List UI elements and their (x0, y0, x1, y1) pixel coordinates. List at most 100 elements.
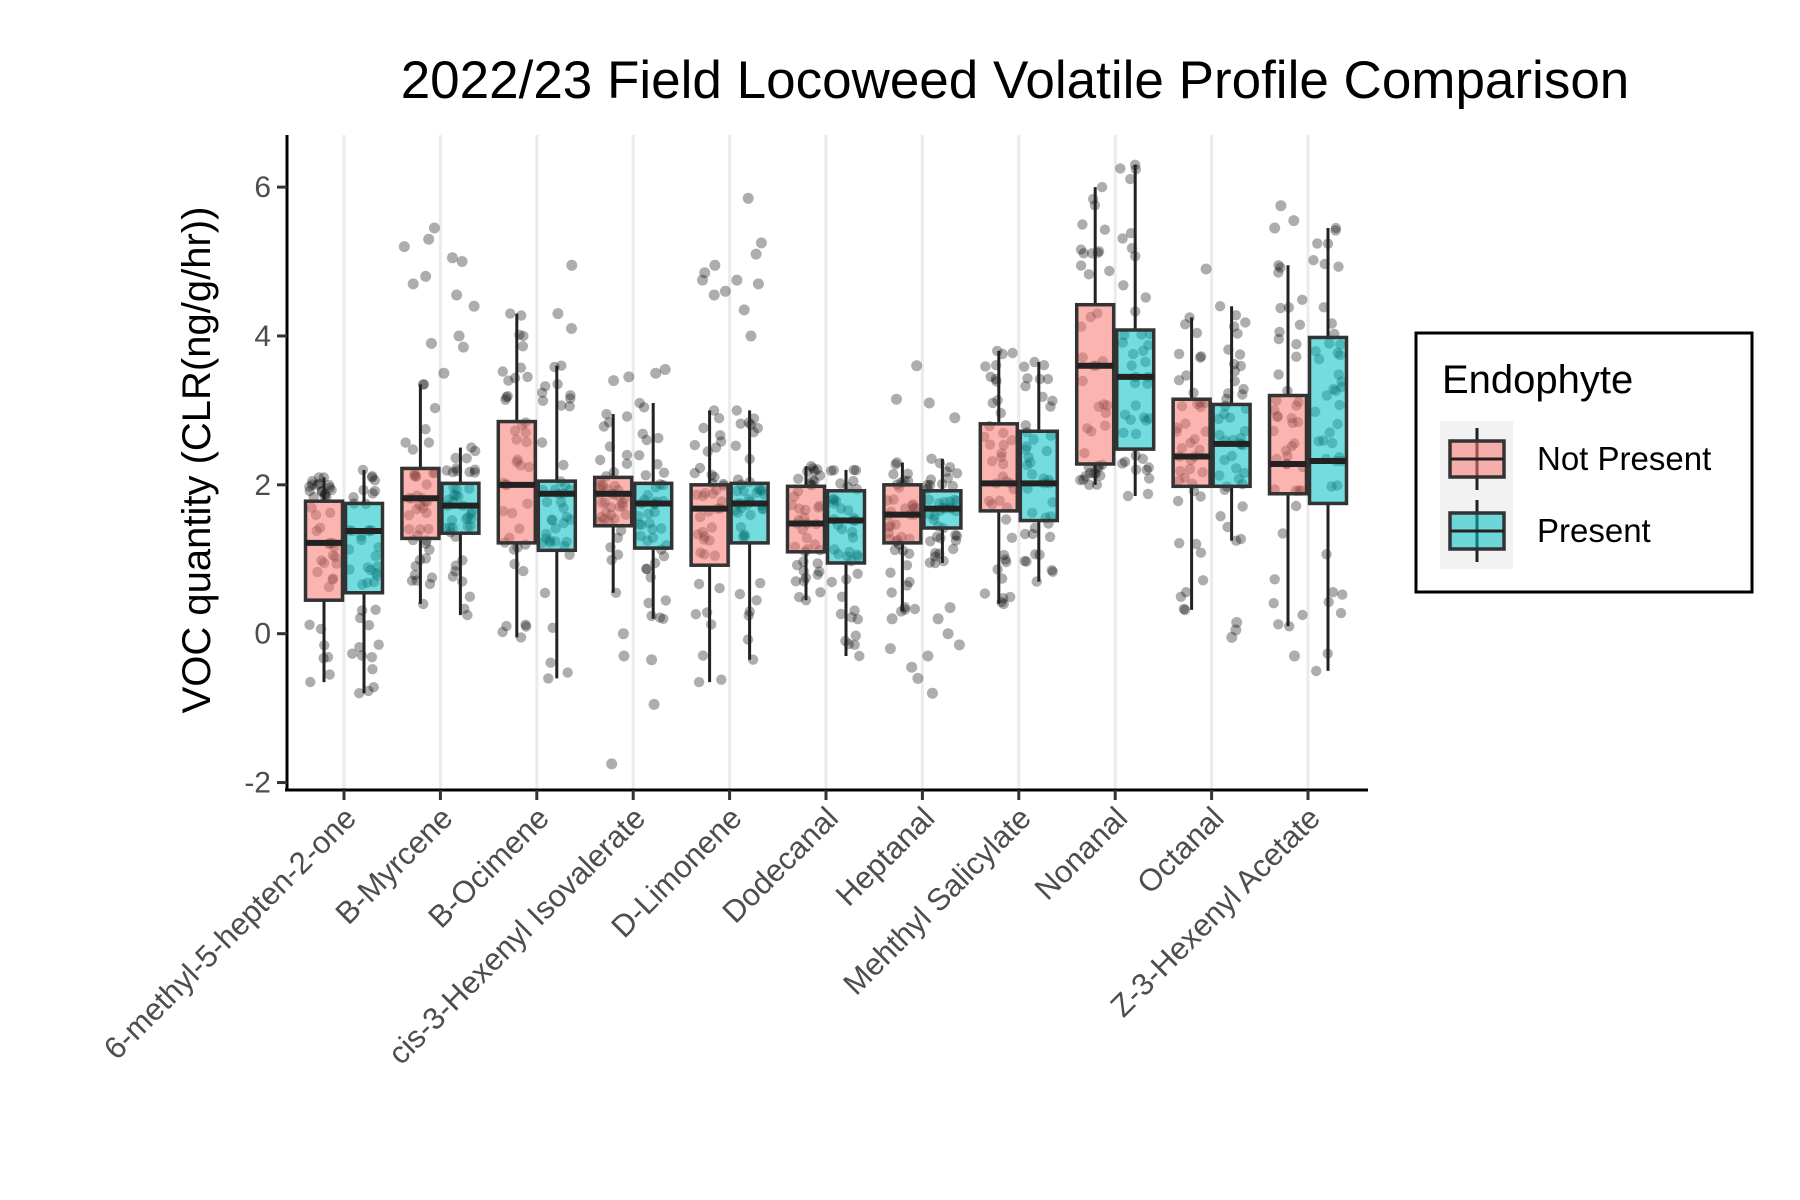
point-present-6-methyl-5-hepten-2-one (354, 642, 365, 653)
outlier-present-heptanal (953, 639, 965, 651)
point-present-dodecanal (849, 605, 860, 616)
point-not-present-b-myrcene (406, 575, 418, 586)
point-present-mehthyl-salicylate (1021, 556, 1032, 567)
point-present-heptanal (947, 480, 958, 492)
point-not-present-octanal (1175, 591, 1187, 602)
outlier-present-cis-3-hexenyl-isovalerate (648, 698, 660, 710)
point-not-present-z-3-hexenyl-acetate (1273, 369, 1284, 380)
point-not-present-d-limonene (706, 469, 717, 481)
point-not-present-d-limonene (713, 413, 725, 424)
point-present-cis-3-hexenyl-isovalerate (649, 557, 661, 569)
point-not-present-mehthyl-salicylate (1006, 532, 1018, 543)
outlier-present-b-myrcene (453, 330, 465, 342)
point-present-6-methyl-5-hepten-2-one (347, 648, 358, 659)
point-present-nonanal (1117, 458, 1128, 469)
point-not-present-dodecanal (809, 476, 820, 487)
outlier-present-heptanal (944, 602, 956, 614)
outlier-not-present-d-limonene (708, 289, 720, 301)
legend-label-not-present: Not Present (1537, 440, 1711, 477)
point-present-cis-3-hexenyl-isovalerate (637, 428, 648, 439)
point-present-6-methyl-5-hepten-2-one (367, 488, 378, 499)
chart-title: 2022/23 Field Locoweed Volatile Profile … (401, 51, 1630, 110)
point-not-present-d-limonene (698, 422, 709, 434)
point-present-heptanal (941, 466, 952, 477)
point-present-cis-3-hexenyl-isovalerate (641, 563, 652, 575)
point-present-nonanal (1117, 233, 1128, 244)
outlier-not-present-heptanal (911, 360, 923, 372)
point-not-present-octanal (1180, 587, 1192, 598)
point-not-present-octanal (1197, 575, 1209, 586)
point-not-present-z-3-hexenyl-acetate (1273, 333, 1285, 345)
point-not-present-heptanal (885, 567, 896, 578)
point-present-octanal (1240, 317, 1251, 328)
outlier-present-octanal (1231, 617, 1243, 628)
point-not-present-6-methyl-5-hepten-2-one (304, 619, 315, 630)
point-present-z-3-hexenyl-acetate (1311, 665, 1322, 677)
box-not-present-dodecanal (785, 484, 827, 554)
point-not-present-b-ocimene (517, 341, 529, 352)
point-not-present-b-ocimene (502, 391, 513, 402)
point-present-dodecanal (828, 465, 839, 476)
point-not-present-6-methyl-5-hepten-2-one (316, 486, 328, 497)
point-not-present-octanal (1174, 538, 1185, 549)
point-present-6-methyl-5-hepten-2-one (367, 664, 378, 675)
point-present-nonanal (1141, 464, 1152, 476)
point-present-z-3-hexenyl-acetate (1330, 222, 1342, 234)
point-not-present-z-3-hexenyl-acetate (1291, 351, 1302, 362)
point-not-present-mehthyl-salicylate (979, 588, 991, 599)
point-present-b-myrcene (450, 560, 462, 571)
point-present-mehthyl-salicylate (1046, 565, 1058, 576)
point-not-present-mehthyl-salicylate (1007, 347, 1018, 359)
outlier-not-present-cis-3-hexenyl-isovalerate (608, 375, 620, 387)
point-present-mehthyl-salicylate (1044, 531, 1056, 543)
point-not-present-nonanal (1099, 224, 1111, 235)
point-present-nonanal (1143, 462, 1155, 473)
outlier-not-present-z-3-hexenyl-acetate (1275, 200, 1287, 212)
outlier-present-d-limonene (755, 237, 767, 249)
point-not-present-dodecanal (815, 587, 826, 598)
outlier-present-b-myrcene (451, 289, 463, 301)
point-present-b-myrcene (457, 576, 468, 587)
point-not-present-b-myrcene (420, 424, 431, 435)
point-present-heptanal (922, 479, 933, 491)
outlier-present-heptanal (932, 613, 944, 625)
point-not-present-z-3-hexenyl-acetate (1277, 528, 1289, 539)
point-not-present-cis-3-hexenyl-isovalerate (601, 408, 612, 420)
point-present-octanal (1237, 389, 1248, 400)
point-not-present-dodecanal (793, 473, 804, 484)
outlier-present-d-limonene (745, 330, 757, 342)
point-present-nonanal (1144, 473, 1155, 484)
legend-key-present (1448, 500, 1506, 562)
outlier-present-b-myrcene (446, 252, 458, 264)
point-present-heptanal (944, 462, 956, 473)
outlier-present-d-limonene (731, 274, 743, 286)
point-present-mehthyl-salicylate (1038, 360, 1050, 371)
point-present-6-methyl-5-hepten-2-one (354, 688, 365, 699)
outlier-not-present-z-3-hexenyl-acetate (1288, 215, 1300, 227)
point-not-present-dodecanal (790, 576, 802, 587)
point-not-present-nonanal (1078, 248, 1089, 259)
outlier-present-cis-3-hexenyl-isovalerate (659, 364, 671, 375)
point-present-dodecanal (850, 630, 861, 641)
point-present-6-methyl-5-hepten-2-one (348, 492, 359, 503)
point-not-present-6-methyl-5-hepten-2-one (324, 479, 335, 491)
outlier-present-heptanal (949, 412, 961, 424)
point-present-b-myrcene (457, 555, 468, 566)
point-not-present-heptanal (904, 548, 915, 559)
outlier-present-d-limonene (742, 192, 754, 204)
point-not-present-b-ocimene (500, 394, 511, 405)
point-present-b-myrcene (462, 609, 473, 621)
point-present-z-3-hexenyl-acetate (1308, 255, 1319, 266)
y-tick-label: 6 (254, 171, 271, 204)
point-present-b-ocimene (537, 387, 548, 398)
point-present-z-3-hexenyl-acetate (1327, 587, 1339, 598)
x-tick-label-6-methyl-5-hepten-2-one: 6-methyl-5-hepten-2-one (97, 800, 363, 1066)
point-present-octanal (1234, 349, 1246, 360)
outlier-not-present-heptanal (912, 672, 924, 684)
outlier-not-present-b-myrcene (420, 270, 432, 282)
point-not-present-heptanal (909, 603, 921, 615)
point-not-present-octanal (1181, 370, 1192, 381)
point-not-present-z-3-hexenyl-acetate (1268, 598, 1279, 609)
point-present-dodecanal (849, 639, 860, 650)
point-not-present-nonanal (1080, 471, 1091, 482)
